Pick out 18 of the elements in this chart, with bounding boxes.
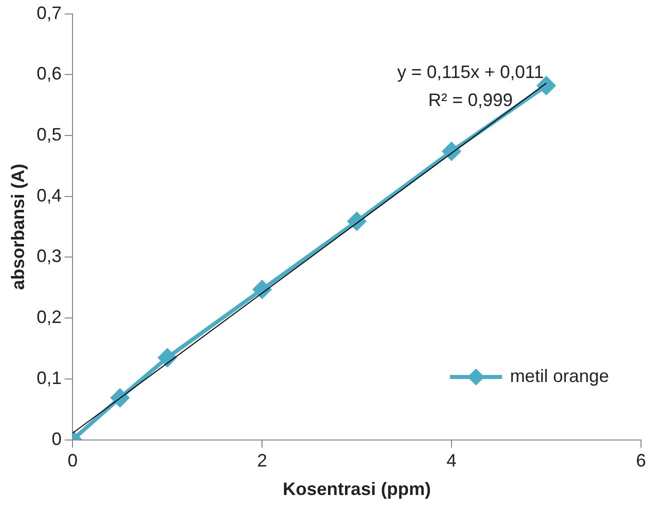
x-axis-title: Kosentrasi (ppm) xyxy=(282,479,431,500)
y-tick-label: 0,2 xyxy=(36,307,62,328)
annotation: y = 0,115x + 0,011 xyxy=(397,62,544,82)
y-tick-label: 0,1 xyxy=(36,368,62,388)
x-tick-label: 2 xyxy=(257,450,268,471)
legend-label: metil orange xyxy=(510,366,609,387)
x-tick-label: 6 xyxy=(636,450,646,471)
y-tick-label: 0,4 xyxy=(36,185,62,206)
x-tick-label: 0 xyxy=(68,450,78,471)
point xyxy=(158,348,176,367)
y-tick-label: 0,7 xyxy=(36,2,62,23)
y-tick-label: 0,3 xyxy=(36,246,62,266)
y-tick-label: 0,5 xyxy=(36,124,62,144)
annotation: R² = 0,999 xyxy=(428,90,513,110)
y-tick-label: 0 xyxy=(52,428,62,449)
y-axis-title: absorbansi (A) xyxy=(8,164,28,290)
y-tick-label: 0,6 xyxy=(36,64,62,84)
x-tick-label: 4 xyxy=(446,450,457,471)
